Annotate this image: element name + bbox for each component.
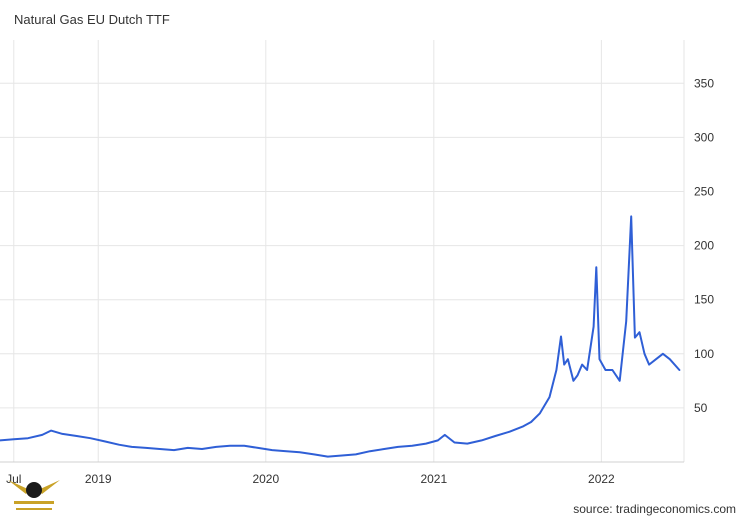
x-tick-label: 2019 (85, 472, 112, 486)
y-tick-label: 50 (694, 401, 708, 415)
y-tick-label: 300 (694, 130, 714, 144)
y-tick-label: 150 (694, 293, 714, 307)
series-layer (0, 215, 681, 458)
y-tick-label: 100 (694, 347, 714, 361)
x-tick-label: Jul (6, 472, 21, 486)
watermark-logo (4, 468, 64, 518)
x-tick-label: 2022 (588, 472, 615, 486)
y-tick-label: 200 (694, 239, 714, 253)
chart-title: Natural Gas EU Dutch TTF (14, 12, 170, 27)
y-tick-label: 250 (694, 184, 714, 198)
x-tick-label: 2021 (420, 472, 447, 486)
y-tick-label: 350 (694, 76, 714, 90)
x-tick-label: 2020 (252, 472, 279, 486)
axes: 50 100 150 200 250 300 350 Jul 2019 2020 2021 2022 (0, 40, 714, 486)
series-line (0, 215, 681, 458)
gridlines (0, 40, 684, 462)
chart-source: source: tradingeconomics.com (573, 502, 736, 516)
